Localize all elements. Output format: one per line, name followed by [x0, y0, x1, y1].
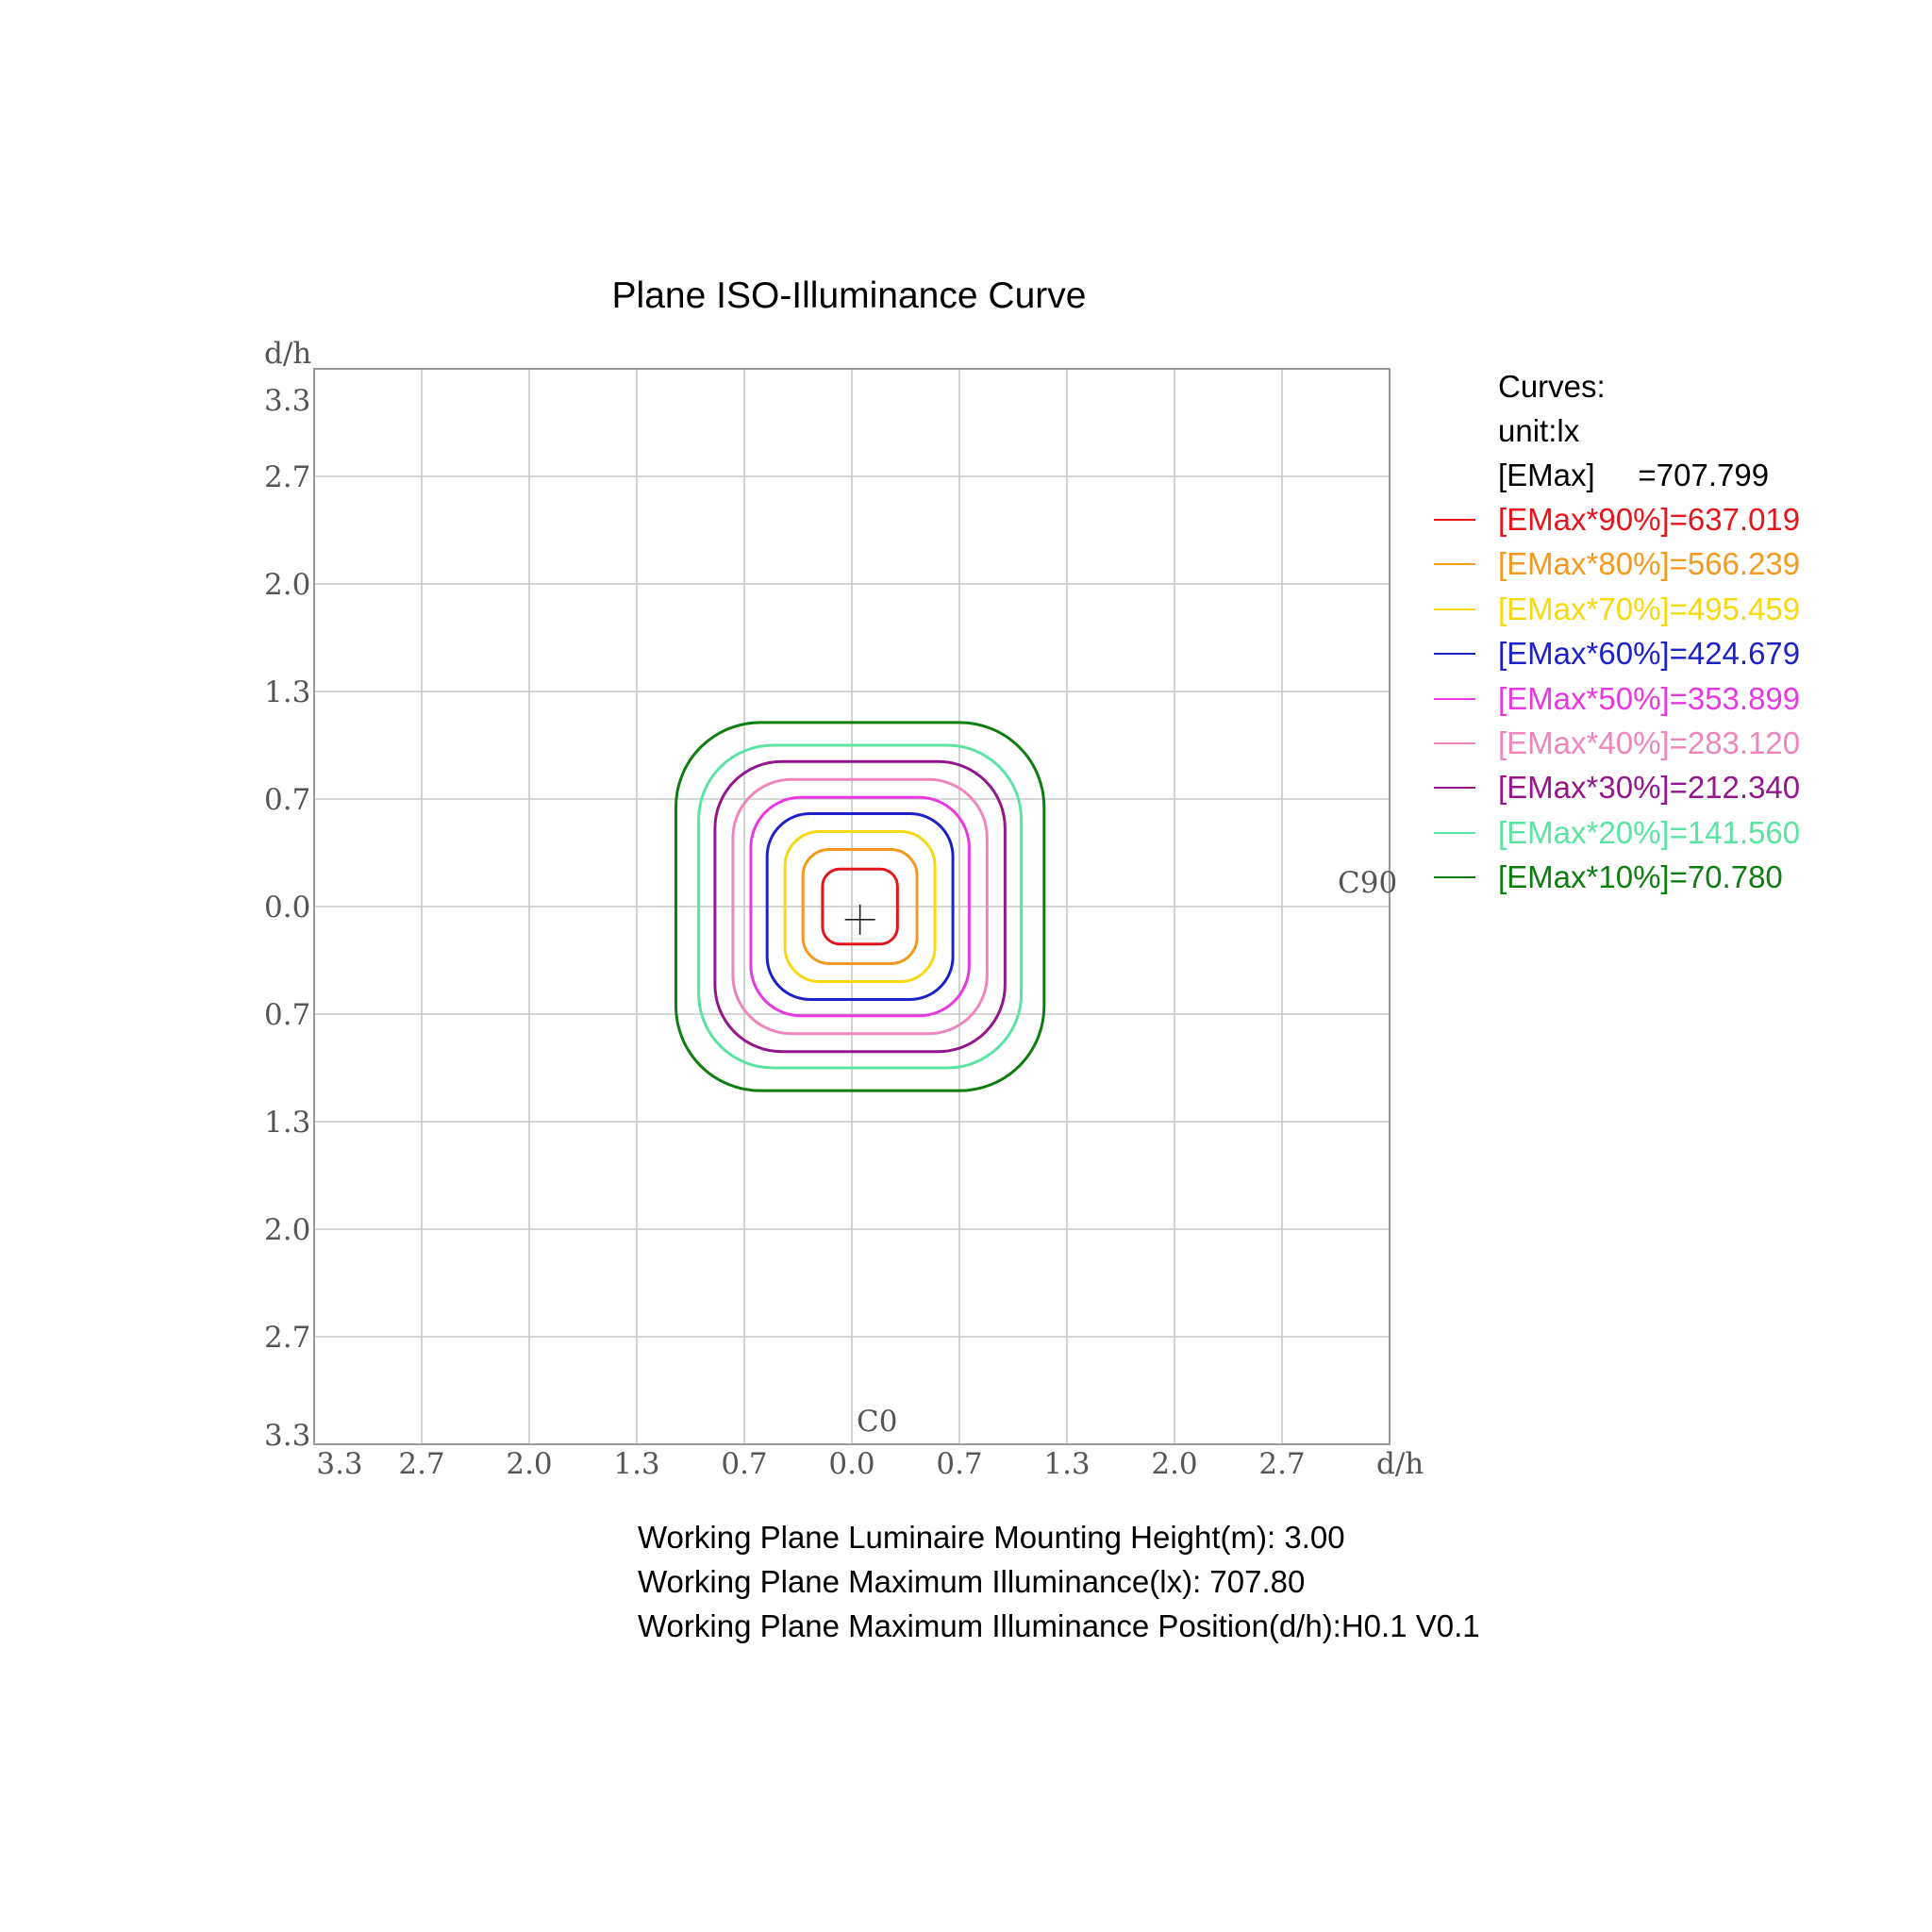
contour-50pct	[749, 795, 971, 1018]
y-tick-label: 3.3	[264, 384, 310, 418]
legend-entries: [EMax*90%]=637.019 [EMax*80%]=566.239 [EMa…	[1434, 497, 1800, 900]
y-tick-label: 1.3	[264, 675, 310, 709]
legend-label: [EMax*70%]=495.459	[1498, 591, 1801, 626]
legend-item: [EMax*40%]=283.120	[1434, 721, 1800, 765]
max-illuminance-text: Working Plane Maximum Illuminance(lx): 7…	[638, 1564, 1306, 1599]
x-tick-label: 0.7	[721, 1447, 767, 1481]
legend-heading: Curves:	[1498, 369, 1606, 404]
legend-swatch	[1434, 787, 1475, 790]
x-tick-label: 0.0	[828, 1447, 874, 1481]
x-tick-label: 0.7	[936, 1447, 982, 1481]
x-tick-label: 3.3	[316, 1447, 362, 1481]
legend-swatch	[1434, 653, 1475, 656]
legend-item: [EMax*80%]=566.239	[1434, 541, 1800, 586]
info-panel: Working Plane Luminaire Mounting Height(…	[638, 1515, 1480, 1648]
x-tick-label: 1.3	[613, 1447, 659, 1481]
contour-30pct	[713, 759, 1007, 1054]
legend-label: [EMax*80%]=566.239	[1498, 546, 1801, 582]
legend: Curves: unit:lx [EMax] =707.799 [EMax*90…	[1434, 364, 1800, 900]
chart-title: Plane ISO-Illuminance Curve	[611, 275, 1087, 316]
y-tick-label: 2.0	[264, 568, 310, 602]
legend-item: [EMax*50%]=353.899	[1434, 676, 1800, 721]
legend-label: [EMax*10%]=70.780	[1498, 859, 1783, 895]
y-axis-label: d/h	[264, 337, 311, 371]
y-tick-label: 1.3	[264, 1106, 310, 1140]
y-tick-label: 3.3	[264, 1419, 310, 1453]
legend-item: [EMax*10%]=70.780	[1434, 855, 1783, 899]
contour-80pct	[801, 848, 919, 965]
mounting-height-text: Working Plane Luminaire Mounting Height(…	[638, 1520, 1345, 1555]
legend-unit: unit:lx	[1498, 413, 1580, 448]
x-tick-label: 2.7	[1258, 1447, 1305, 1481]
legend-swatch	[1434, 519, 1475, 521]
c0-label: C0	[857, 1405, 897, 1439]
y-tick-label: 2.7	[264, 1321, 310, 1355]
emax-crosshair	[844, 904, 875, 935]
legend-swatch	[1434, 697, 1475, 700]
legend-item: [EMax*20%]=141.560	[1434, 810, 1800, 855]
tick-labels: 3.32.72.01.30.70.00.71.32.02.73.33.3 2.7 2…	[264, 384, 1306, 1481]
legend-label: [EMax*60%]=424.679	[1498, 636, 1801, 672]
legend-label: [EMax*20%]=141.560	[1498, 814, 1801, 850]
x-tick-label: 2.0	[1151, 1447, 1197, 1481]
plot-frame	[313, 368, 1391, 1445]
legend-label: [EMax*40%]=283.120	[1498, 724, 1801, 760]
legend-swatch	[1434, 831, 1475, 834]
contour-40pct	[731, 777, 989, 1036]
legend-item: [EMax*70%]=495.459	[1434, 587, 1800, 631]
y-tick-label: 0.7	[264, 783, 310, 817]
x-tick-label: 1.3	[1043, 1447, 1090, 1481]
legend-swatch	[1434, 563, 1475, 566]
contour-group	[674, 721, 1046, 1092]
legend-swatch	[1434, 608, 1475, 610]
y-tick-label: 0.7	[264, 998, 310, 1032]
legend-label: [EMax*90%]=637.019	[1498, 502, 1801, 537]
x-tick-label: 2.0	[506, 1447, 552, 1481]
legend-label: [EMax*50%]=353.899	[1498, 680, 1801, 716]
y-tick-label: 2.0	[264, 1213, 310, 1247]
contour-10pct	[674, 721, 1046, 1092]
legend-swatch	[1434, 741, 1475, 744]
max-position-text: Working Plane Maximum Illuminance Positi…	[638, 1608, 1480, 1643]
y-tick-label: 2.7	[264, 460, 310, 494]
legend-label: [EMax*30%]=212.340	[1498, 770, 1801, 806]
contour-20pct	[697, 743, 1024, 1070]
legend-swatch	[1434, 876, 1475, 879]
legend-item: [EMax*30%]=212.340	[1434, 765, 1800, 809]
legend-item: [EMax*90%]=637.019	[1434, 497, 1800, 541]
grid	[313, 368, 1391, 1445]
c90-label: C90	[1338, 866, 1397, 900]
x-axis-label: d/h	[1376, 1447, 1424, 1481]
contour-90pct	[821, 867, 899, 946]
contour-70pct	[783, 830, 937, 983]
legend-emax: [EMax] =707.799	[1498, 458, 1770, 492]
contour-60pct	[765, 812, 955, 1001]
legend-item: [EMax*60%]=424.679	[1434, 631, 1800, 675]
y-tick-label: 0.0	[264, 891, 310, 924]
x-tick-label: 2.7	[398, 1447, 444, 1481]
